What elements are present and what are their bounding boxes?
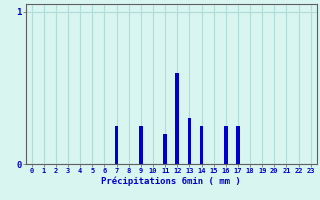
Bar [139, 126, 143, 164]
Bar [163, 134, 167, 164]
Bar [188, 118, 191, 164]
Bar [115, 126, 118, 164]
X-axis label: Précipitations 6min ( mm ): Précipitations 6min ( mm ) [101, 177, 241, 186]
Bar [200, 126, 203, 164]
Bar [175, 73, 179, 164]
Bar [224, 126, 228, 164]
Bar [236, 126, 240, 164]
